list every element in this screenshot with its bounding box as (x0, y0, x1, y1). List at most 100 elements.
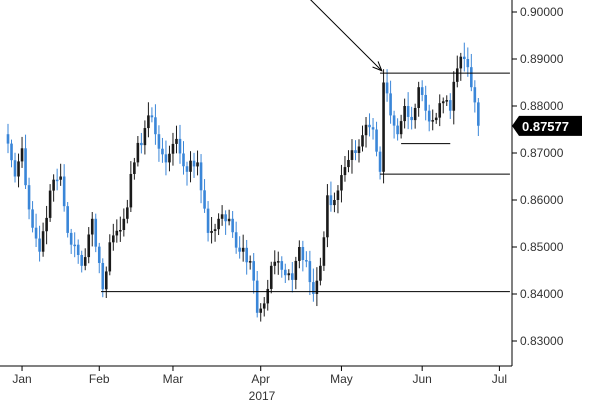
candle (266, 279, 270, 311)
candle (470, 53, 473, 92)
candle-body (234, 232, 238, 248)
x-tick-label: Jul (492, 372, 507, 386)
candle (326, 184, 329, 248)
candle-body (378, 151, 382, 172)
candle-body (329, 195, 333, 206)
candle-body (336, 190, 340, 200)
candle (48, 184, 52, 222)
candle (112, 223, 115, 251)
candle (273, 250, 277, 275)
candle (133, 157, 136, 180)
candle (157, 125, 161, 162)
candle (312, 268, 315, 302)
candle (122, 208, 126, 237)
candle (276, 251, 280, 275)
candle-body (108, 242, 112, 272)
candle-body (231, 218, 234, 233)
candle (452, 71, 456, 125)
last-price-tag: 0.87577 (512, 115, 582, 136)
candle-body (76, 244, 80, 255)
candle-body (168, 153, 171, 163)
candle (80, 250, 84, 273)
candle (389, 80, 392, 124)
candle-body (38, 238, 41, 252)
candle (364, 117, 368, 148)
candle (248, 255, 252, 270)
candle (255, 270, 259, 318)
candle (434, 112, 438, 124)
candle-body (269, 265, 273, 289)
candle-body (470, 67, 473, 88)
candle (308, 250, 312, 296)
candle-body (448, 100, 452, 111)
y-tick-label: 0.90000 (520, 5, 564, 19)
candle-body (399, 121, 403, 135)
arrow-line (310, 0, 383, 72)
candle-body (252, 261, 255, 281)
candle-body (133, 162, 136, 174)
candle-body (392, 115, 396, 126)
candle (10, 139, 13, 168)
candle-body (305, 260, 308, 262)
candle-body (182, 153, 185, 167)
candle (477, 97, 480, 137)
candle-body (389, 93, 392, 116)
candle-body (473, 87, 477, 103)
y-tick-label: 0.85000 (520, 240, 564, 254)
candle-body (220, 214, 224, 219)
candle (227, 209, 231, 226)
candle (94, 213, 98, 253)
candle (262, 297, 266, 317)
candle (143, 120, 147, 155)
candle-body (10, 143, 13, 161)
candle-body (83, 257, 87, 266)
candle (73, 232, 76, 258)
y-tick-label: 0.84000 (520, 287, 564, 301)
candle (199, 154, 203, 204)
candle-body (280, 261, 284, 270)
candle-body (463, 56, 466, 59)
candle-body (255, 280, 259, 313)
candle (441, 97, 445, 114)
candle (45, 205, 48, 245)
y-tick-label: 0.87000 (520, 146, 564, 160)
candle-body (308, 261, 312, 283)
candle (76, 239, 80, 264)
candle (371, 118, 375, 140)
candle (38, 225, 41, 262)
candle (192, 152, 196, 178)
candle (301, 240, 305, 272)
candle (403, 98, 406, 129)
candle-body (55, 179, 59, 182)
candle-body (112, 235, 115, 243)
candle-body (97, 246, 101, 263)
candle (119, 216, 122, 242)
candle-body (185, 166, 189, 172)
candle (217, 213, 220, 236)
candle-body (368, 124, 371, 128)
candle (213, 223, 217, 242)
candle (17, 153, 20, 188)
x-tick-label: Jan (12, 372, 31, 386)
candle (445, 95, 449, 106)
candle-body (59, 176, 62, 180)
candle (357, 139, 361, 163)
candle-body (192, 160, 196, 167)
candle (455, 55, 459, 88)
candle (210, 216, 213, 244)
candle-body (406, 106, 410, 117)
candle-body (62, 176, 66, 207)
candle-body (45, 217, 48, 232)
candle-body (413, 107, 417, 121)
candle (24, 134, 27, 190)
candle-body (27, 185, 31, 210)
y-tick-label: 0.86000 (520, 193, 564, 207)
candle (206, 201, 210, 242)
x-tick-label: May (330, 372, 353, 386)
candle-body (171, 143, 175, 154)
candle-body (104, 271, 108, 290)
candle-body (287, 273, 291, 276)
candle (298, 240, 301, 269)
candle (126, 199, 129, 224)
last-price-label: 0.87577 (522, 119, 569, 134)
